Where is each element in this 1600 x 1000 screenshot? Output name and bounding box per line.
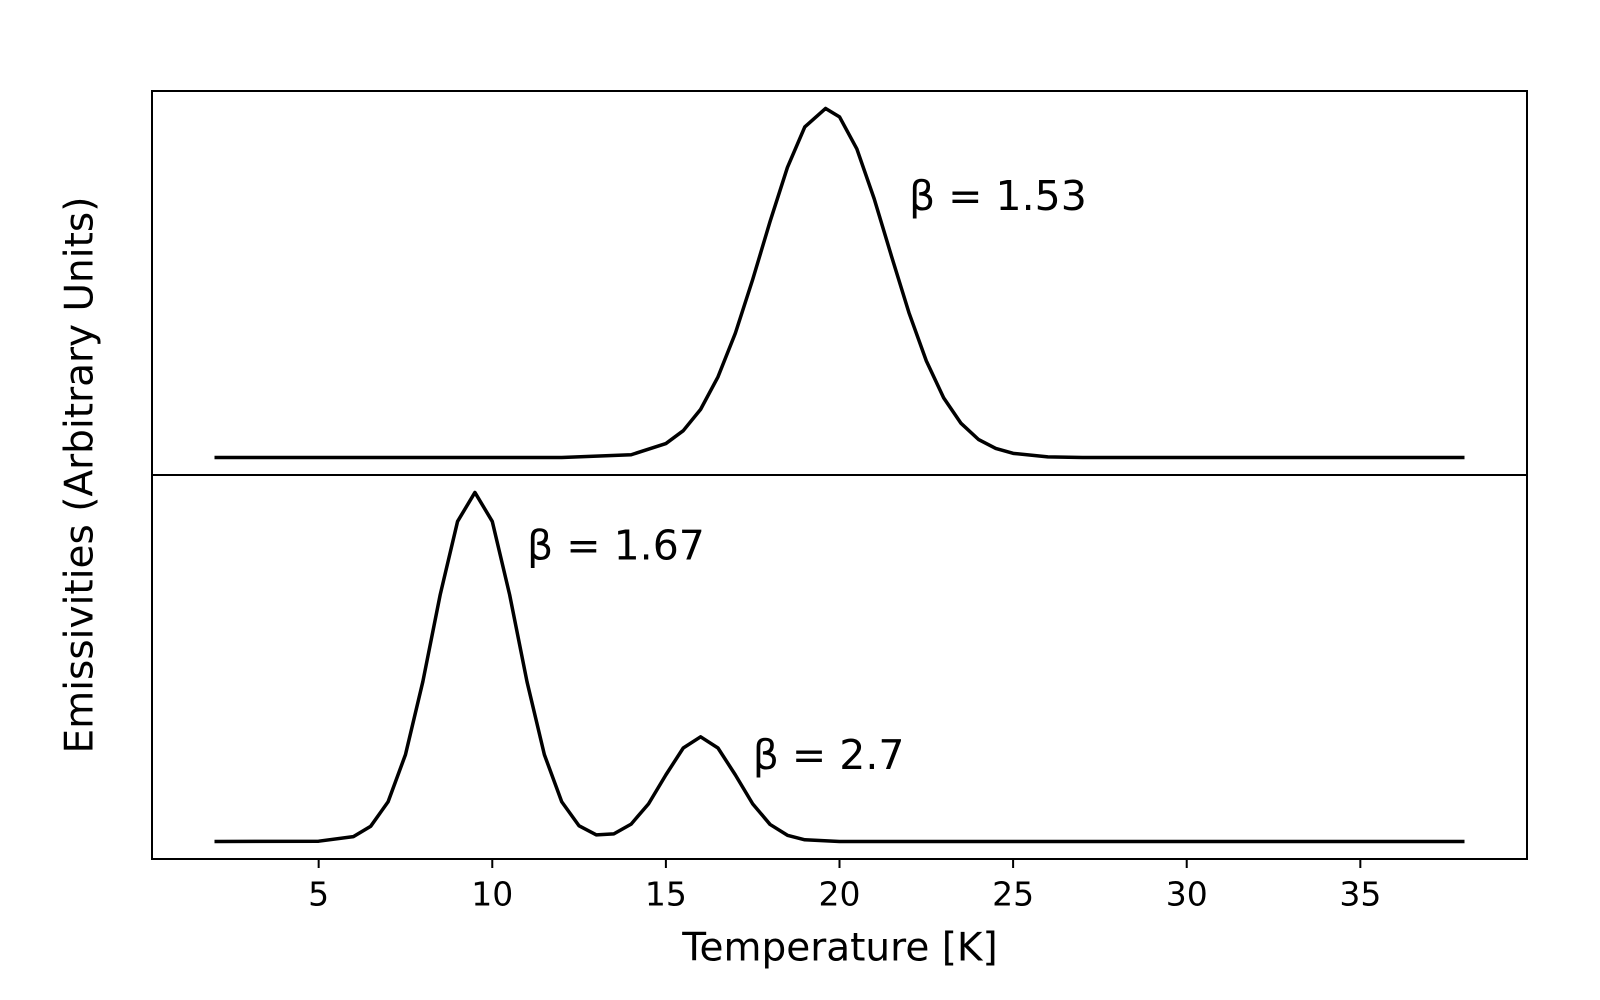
x-tick-label: 25 bbox=[992, 875, 1034, 914]
x-tick-label: 35 bbox=[1339, 875, 1381, 914]
x-tick-label: 20 bbox=[819, 875, 861, 914]
line bbox=[214, 106, 1465, 460]
line bbox=[214, 490, 1465, 844]
annotation: β = 1.53 bbox=[909, 172, 1087, 220]
annotation: β = 1.67 bbox=[527, 521, 705, 569]
x-tick-label: 15 bbox=[645, 875, 687, 914]
x-tick-label: 5 bbox=[308, 875, 329, 914]
x-tick-label: 10 bbox=[471, 875, 513, 914]
x-axis-label: Temperature [K] bbox=[681, 926, 997, 971]
x-tick-label: 30 bbox=[1166, 875, 1208, 914]
annotation: β = 2.7 bbox=[753, 731, 905, 779]
y-axis-label: Emissivities (Arbitrary Units) bbox=[58, 197, 103, 754]
axes-frame bbox=[151, 474, 1528, 860]
axes-frame bbox=[151, 90, 1528, 476]
